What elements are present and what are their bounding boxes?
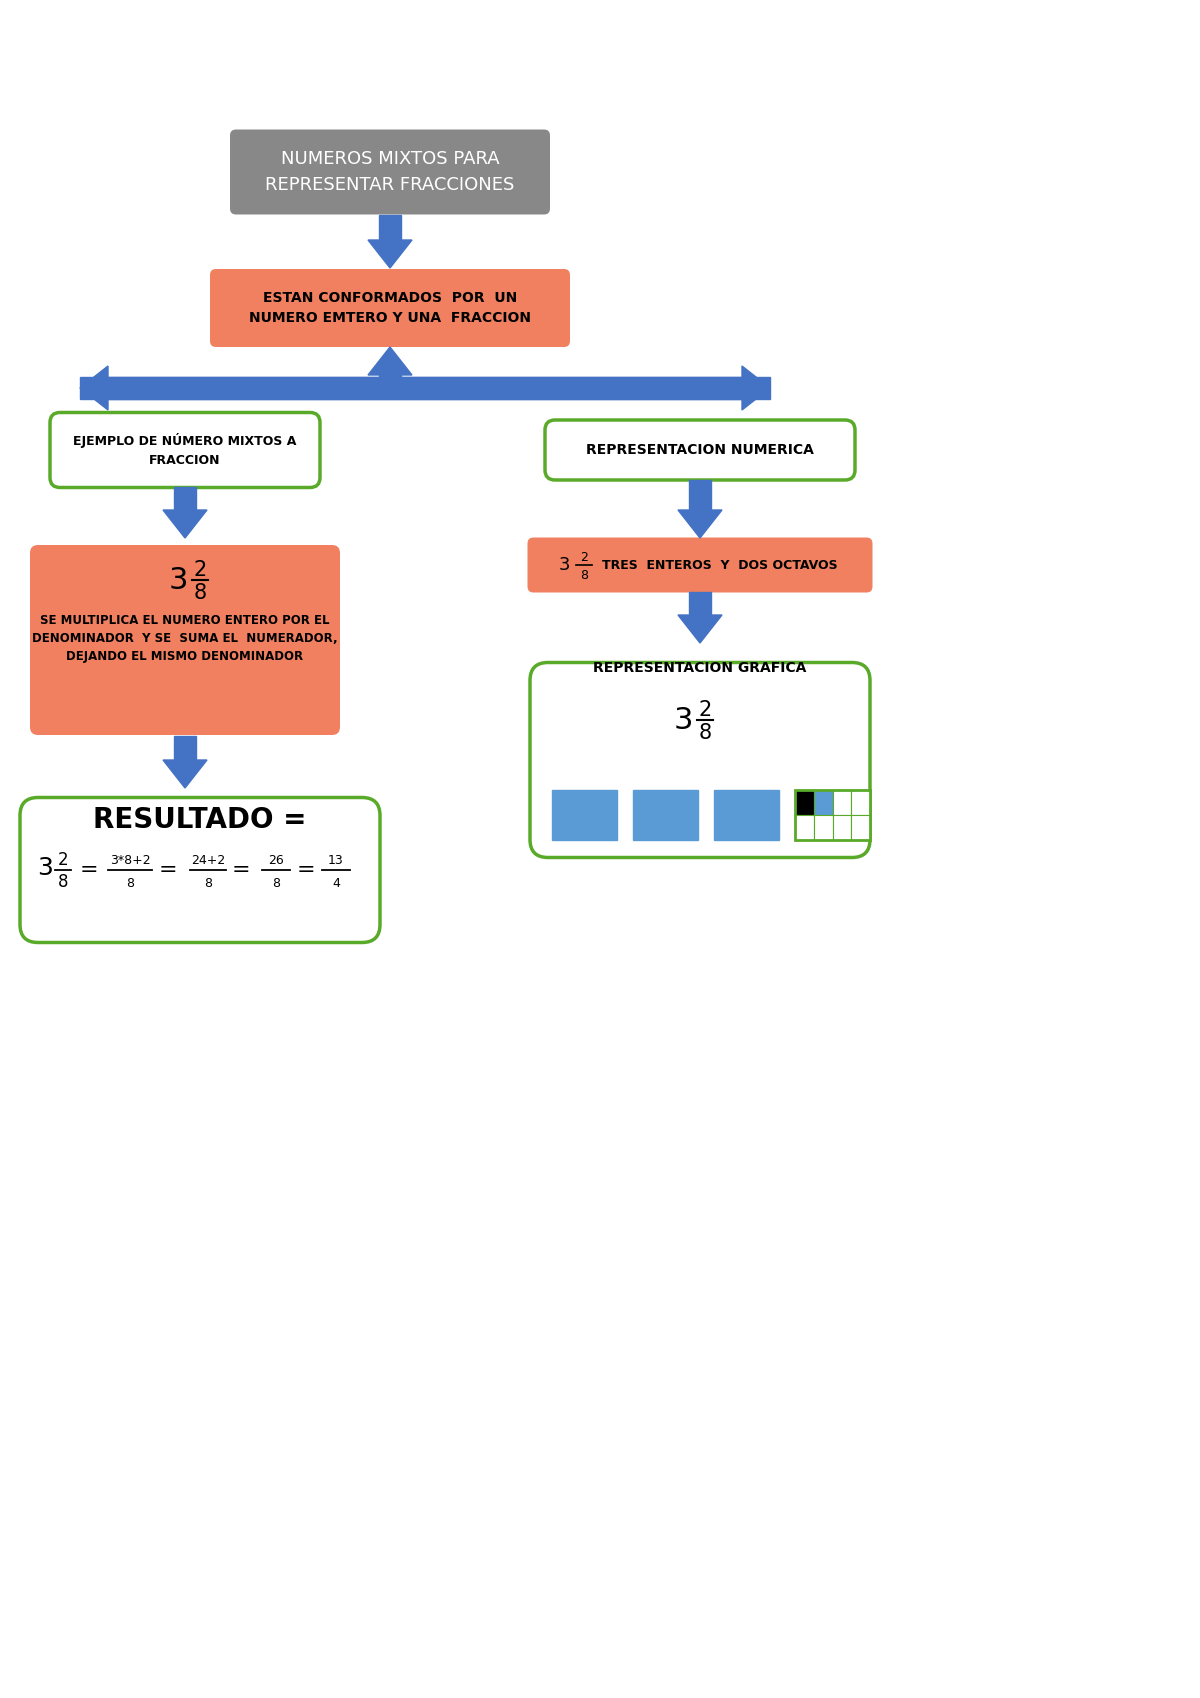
Polygon shape [678,615,722,644]
Text: 2: 2 [698,700,712,720]
Text: 2: 2 [58,851,68,869]
FancyBboxPatch shape [851,790,870,815]
FancyBboxPatch shape [30,545,340,735]
Text: =: = [158,859,178,880]
Text: =: = [232,859,251,880]
FancyBboxPatch shape [814,815,833,841]
Polygon shape [742,367,770,409]
Text: 4: 4 [332,876,340,890]
Text: REPRESENTACION NUMERICA: REPRESENTACION NUMERICA [586,443,814,457]
Text: 3: 3 [168,565,187,594]
Text: 8: 8 [58,873,68,891]
FancyBboxPatch shape [210,268,570,346]
Text: 8: 8 [204,876,212,890]
Text: ESTAN CONFORMADOS  POR  UN
NUMERO EMTERO Y UNA  FRACCION: ESTAN CONFORMADOS POR UN NUMERO EMTERO Y… [250,290,530,326]
Polygon shape [379,375,401,389]
FancyBboxPatch shape [20,798,380,942]
FancyBboxPatch shape [634,790,698,841]
Text: =: = [79,859,98,880]
Text: 3: 3 [558,555,570,574]
Polygon shape [174,735,196,761]
Text: RESULTADO =: RESULTADO = [94,807,307,834]
Text: 26: 26 [268,854,284,866]
Polygon shape [379,216,401,239]
Text: EJEMPLO DE NÚMERO MIXTOS A
FRACCION: EJEMPLO DE NÚMERO MIXTOS A FRACCION [73,433,296,467]
Text: TRES  ENTEROS  Y  DOS OCTAVOS: TRES ENTEROS Y DOS OCTAVOS [602,559,838,572]
Text: 2: 2 [193,560,206,581]
Polygon shape [390,377,742,399]
Text: 8: 8 [126,876,134,890]
Text: 3*8+2: 3*8+2 [109,854,150,866]
Text: 8: 8 [272,876,280,890]
FancyBboxPatch shape [833,790,851,815]
Text: =: = [296,859,316,880]
Text: 3: 3 [37,856,53,880]
Polygon shape [80,377,770,399]
Text: 8: 8 [698,723,712,744]
FancyBboxPatch shape [714,790,779,841]
Polygon shape [689,481,710,509]
Text: 13: 13 [328,854,344,866]
Text: 8: 8 [193,582,206,603]
FancyBboxPatch shape [230,129,550,214]
Polygon shape [108,377,390,399]
FancyBboxPatch shape [833,815,851,841]
Polygon shape [80,367,108,409]
Polygon shape [368,239,412,268]
FancyBboxPatch shape [814,790,833,815]
FancyBboxPatch shape [796,815,814,841]
Polygon shape [174,487,196,509]
FancyBboxPatch shape [528,538,872,593]
Text: 8: 8 [580,569,588,581]
FancyBboxPatch shape [545,419,854,481]
Text: NUMEROS MIXTOS PARA
REPRESENTAR FRACCIONES: NUMEROS MIXTOS PARA REPRESENTAR FRACCION… [265,149,515,194]
Polygon shape [689,593,710,615]
Polygon shape [163,509,208,538]
FancyBboxPatch shape [796,790,814,815]
Text: 24+2: 24+2 [191,854,226,866]
FancyBboxPatch shape [552,790,617,841]
Text: SE MULTIPLICA EL NUMERO ENTERO POR EL
DENOMINADOR  Y SE  SUMA EL  NUMERADOR,
DEJ: SE MULTIPLICA EL NUMERO ENTERO POR EL DE… [32,613,338,662]
FancyBboxPatch shape [851,815,870,841]
Text: REPRESENTACION GRAFICA: REPRESENTACION GRAFICA [593,661,806,676]
FancyBboxPatch shape [50,413,320,487]
Polygon shape [368,346,412,375]
Text: 2: 2 [580,550,588,564]
Text: 3: 3 [673,705,692,735]
Polygon shape [163,761,208,788]
Polygon shape [678,509,722,538]
FancyBboxPatch shape [530,662,870,857]
